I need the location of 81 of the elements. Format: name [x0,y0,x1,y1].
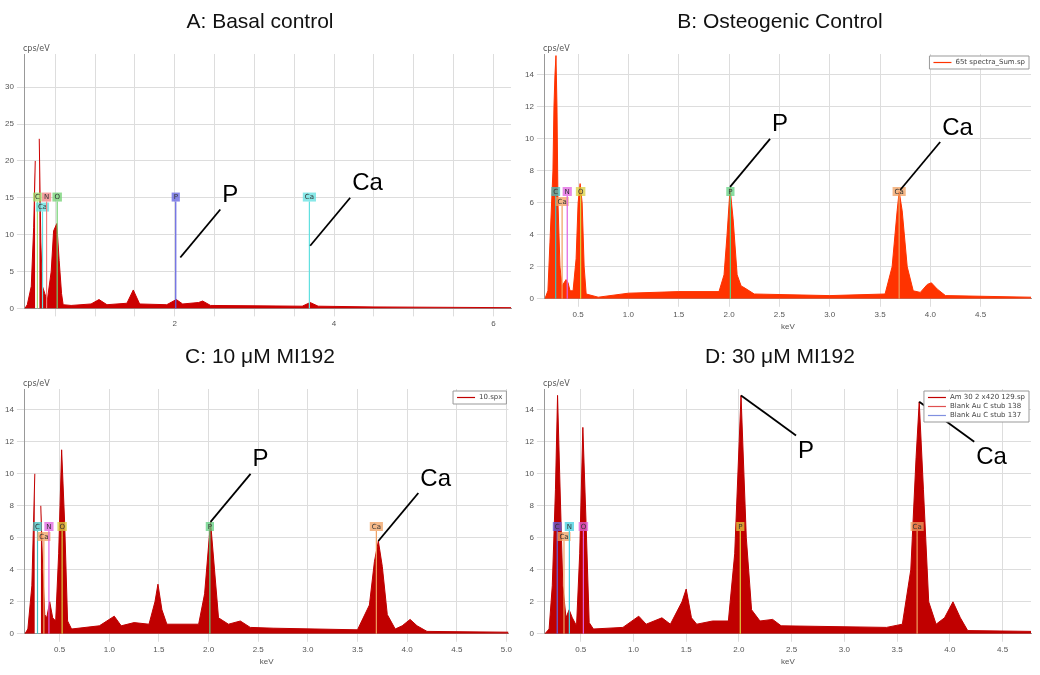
y-tick-label: 8 [529,501,535,510]
x-tick-label: 4.5 [996,644,1009,654]
y-tick-label: 30 [4,82,15,92]
y-axis-title: cps/eV [22,379,51,389]
y-tick-label: 14 [524,70,535,79]
annotation: P [798,436,815,464]
y-tick-label: 12 [4,437,15,446]
y-tick-label: 5 [9,266,15,276]
x-axis-title: keV [781,657,796,667]
y-tick-label: 2 [529,597,535,606]
x-tick-label: 2.5 [786,644,798,654]
x-tick-label: 1.0 [103,644,116,654]
x-tick-label: 2.5 [773,309,786,319]
x-tick-label: 3.5 [891,644,904,654]
y-tick-label: 12 [524,437,535,446]
y-tick-label: 4 [529,230,535,239]
y-axis-title: cps/eV [542,44,571,54]
y-tick-label: 4 [529,565,535,574]
annotation: Ca [420,463,452,491]
x-tick-label: 3.5 [351,644,364,654]
y-tick-label: 10 [524,134,535,143]
y-tick-label: 10 [4,469,15,478]
x-axis-title: keV [781,322,796,332]
chart-title: A: Basal control [185,8,335,34]
y-tick-label: 0 [9,629,15,638]
x-tick-label: 4.0 [401,644,414,654]
x-tick-label: 4.5 [975,309,987,319]
x-tick-label: 3.0 [302,644,314,654]
y-tick-label: 0 [529,294,535,303]
x-tick-label: 5.0 [500,644,513,654]
y-axis-title: cps/eV [542,379,571,389]
x-tick-label: 6 [491,319,497,329]
y-tick-label: 10 [4,229,15,239]
annotation: P [772,109,789,137]
x-tick-label: 2 [172,319,178,329]
y-tick-label: 0 [9,303,15,313]
x-tick-label: 3.0 [838,644,851,654]
y-tick-label: 8 [529,166,535,175]
x-tick-label: 2.0 [203,644,215,654]
annotation: Ca [942,112,974,140]
y-axis-title: cps/eV [22,44,51,54]
chart-title: B: Osteogenic Control [676,8,884,34]
annotation: Ca [352,168,384,196]
chart-title: C: 10 μM MI192 [184,343,336,369]
x-tick-label: 4.0 [924,309,937,319]
x-tick-label: 4.5 [451,644,463,654]
x-tick-label: 3.0 [824,309,836,319]
y-tick-label: 15 [4,192,15,202]
x-tick-label: 2.0 [733,644,746,654]
y-tick-label: 25 [4,119,15,129]
x-tick-label: 2.5 [252,644,265,654]
x-tick-label: 1.5 [680,644,693,654]
x-tick-label: 0.5 [575,644,587,654]
annotation: Ca [976,442,1008,470]
x-tick-label: 3.5 [874,309,887,319]
y-tick-label: 6 [529,533,535,542]
y-tick-label: 4 [9,565,15,574]
chart-title: D: 30 μM MI192 [704,343,856,369]
y-tick-label: 6 [9,533,15,542]
y-tick-label: 6 [529,198,535,207]
y-tick-label: 10 [524,469,535,478]
x-tick-label: 4 [331,319,337,329]
x-tick-label: 1.0 [627,644,640,654]
y-tick-label: 20 [4,156,15,166]
x-tick-label: 1.5 [673,309,685,319]
y-tick-label: 2 [9,597,15,606]
y-tick-label: 14 [4,405,15,414]
y-tick-label: 8 [9,501,15,510]
y-tick-label: 2 [529,262,535,271]
x-tick-label: 1.0 [622,309,635,319]
x-tick-label: 4.0 [944,644,956,654]
annotation: P [222,180,239,208]
y-tick-label: 12 [524,102,535,111]
x-tick-label: 1.5 [153,644,166,654]
x-axis-title: keV [259,657,275,667]
annotation: P [252,444,269,472]
x-tick-label: 0.5 [572,309,585,319]
y-tick-label: 14 [524,405,535,414]
x-tick-label: 2.0 [723,309,736,319]
x-tick-label: 0.5 [54,644,66,654]
y-tick-label: 0 [529,629,535,638]
